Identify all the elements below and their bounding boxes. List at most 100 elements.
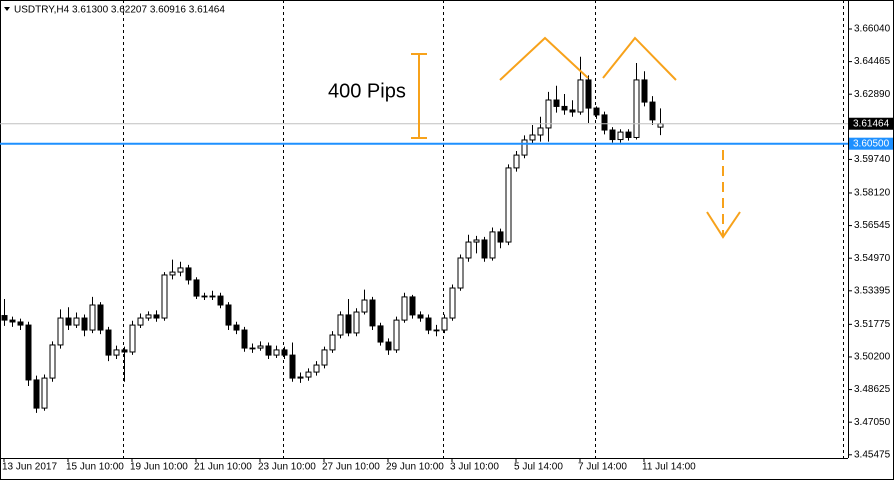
chart-title: USDTRY,H4 3.61300 3.62207 3.60916 3.6146… bbox=[14, 5, 225, 16]
candle-body bbox=[321, 349, 328, 366]
candle-body bbox=[25, 324, 32, 381]
candle-body bbox=[177, 267, 184, 273]
candle-body bbox=[625, 131, 632, 138]
candle-body bbox=[649, 101, 656, 121]
candle-body bbox=[241, 329, 248, 349]
candle-body bbox=[353, 311, 360, 334]
candle-body bbox=[289, 354, 296, 379]
candle-body bbox=[169, 271, 176, 276]
x-tick-label: 21 Jun 10:00 bbox=[194, 462, 252, 473]
candle-body bbox=[425, 317, 432, 331]
y-tick-label: 3.48625 bbox=[854, 384, 891, 395]
candle-body bbox=[633, 79, 640, 138]
candle-body bbox=[81, 317, 88, 331]
period-separators bbox=[123, 0, 844, 458]
candle-body bbox=[417, 314, 424, 319]
peak-mark bbox=[602, 36, 677, 81]
candle-body bbox=[281, 349, 288, 356]
candle-body bbox=[105, 329, 112, 356]
candle-body bbox=[393, 319, 400, 351]
y-tick-label: 3.59740 bbox=[854, 154, 891, 165]
y-tick-label: 3.66040 bbox=[854, 24, 891, 35]
candle-body bbox=[521, 139, 528, 156]
x-tick-label: 7 Jul 14:00 bbox=[578, 462, 627, 473]
candle-body bbox=[257, 345, 264, 349]
target-arrow bbox=[706, 211, 741, 239]
candle-body bbox=[193, 279, 200, 297]
candle-body bbox=[145, 314, 152, 319]
candle-body bbox=[201, 295, 208, 298]
candle-body bbox=[513, 154, 520, 169]
candle-body bbox=[369, 299, 376, 327]
candle-body bbox=[561, 105, 568, 111]
candle-body bbox=[481, 239, 488, 259]
x-tick-label: 15 Jun 10:00 bbox=[66, 462, 124, 473]
candle-body bbox=[553, 99, 560, 107]
candle-body bbox=[617, 131, 624, 141]
candle-body bbox=[569, 109, 576, 113]
x-tick-label: 3 Jul 10:00 bbox=[450, 462, 499, 473]
y-tick-label: 3.62890 bbox=[854, 89, 891, 100]
candle-body bbox=[601, 114, 608, 131]
candle-body bbox=[217, 295, 224, 306]
candle-body bbox=[73, 317, 80, 326]
candle-body bbox=[305, 371, 312, 378]
candle-body bbox=[225, 304, 232, 326]
y-tick-label: 3.51775 bbox=[854, 319, 891, 330]
y-tick-label: 3.54970 bbox=[854, 253, 891, 264]
candle-body bbox=[129, 324, 136, 353]
x-tick-label: 13 Jun 2017 bbox=[2, 462, 57, 473]
candle-body bbox=[329, 334, 336, 351]
candle-body bbox=[465, 241, 472, 259]
candle-body bbox=[409, 296, 416, 316]
price-label-box bbox=[849, 137, 893, 150]
candle-body bbox=[593, 107, 600, 116]
candle-body bbox=[489, 231, 496, 259]
x-tick-label: 29 Jun 10:00 bbox=[386, 462, 444, 473]
annotations bbox=[411, 36, 741, 239]
price-label-box bbox=[849, 117, 893, 130]
candle-body bbox=[41, 377, 48, 409]
candle-body bbox=[113, 349, 120, 356]
menu-arrow bbox=[4, 7, 10, 11]
candle-body bbox=[537, 127, 544, 136]
candle-body bbox=[65, 317, 72, 326]
candle-body bbox=[545, 99, 552, 129]
candle-body bbox=[433, 329, 440, 332]
price-label: 3.61464 bbox=[853, 118, 890, 129]
candle-body bbox=[9, 319, 16, 323]
candle-body bbox=[49, 344, 56, 379]
candle-body bbox=[153, 314, 160, 319]
candle-body bbox=[297, 376, 304, 379]
y-tick-label: 3.53395 bbox=[854, 285, 891, 296]
candle-body bbox=[17, 321, 24, 326]
candle-body bbox=[385, 341, 392, 351]
candle-body bbox=[441, 317, 448, 331]
candle-body bbox=[1, 315, 8, 321]
y-tick-label: 3.58120 bbox=[854, 188, 891, 199]
x-tick-label: 19 Jun 10:00 bbox=[130, 462, 188, 473]
candle-body bbox=[337, 314, 344, 336]
annotation-text: 400 Pips bbox=[328, 80, 406, 102]
candle-body bbox=[89, 304, 96, 331]
candle-body bbox=[185, 267, 192, 281]
candle-body bbox=[505, 167, 512, 243]
x-tick-label: 27 Jun 10:00 bbox=[322, 462, 380, 473]
peak-mark bbox=[499, 36, 589, 81]
candle-body bbox=[137, 317, 144, 326]
candle-body bbox=[361, 299, 368, 313]
candle-body bbox=[377, 325, 384, 343]
x-tick-label: 23 Jun 10:00 bbox=[258, 462, 316, 473]
x-tick-label: 11 Jul 14:00 bbox=[642, 462, 696, 473]
candle-body bbox=[657, 123, 664, 128]
candle-body bbox=[209, 295, 216, 298]
candle-body bbox=[473, 239, 480, 243]
x-tick-label: 5 Jul 14:00 bbox=[514, 462, 563, 473]
candle-body bbox=[265, 345, 272, 356]
candle-body bbox=[609, 129, 616, 141]
candle-body bbox=[313, 364, 320, 373]
candle-body bbox=[33, 379, 40, 409]
candle-body bbox=[273, 349, 280, 356]
candle-body bbox=[457, 257, 464, 289]
